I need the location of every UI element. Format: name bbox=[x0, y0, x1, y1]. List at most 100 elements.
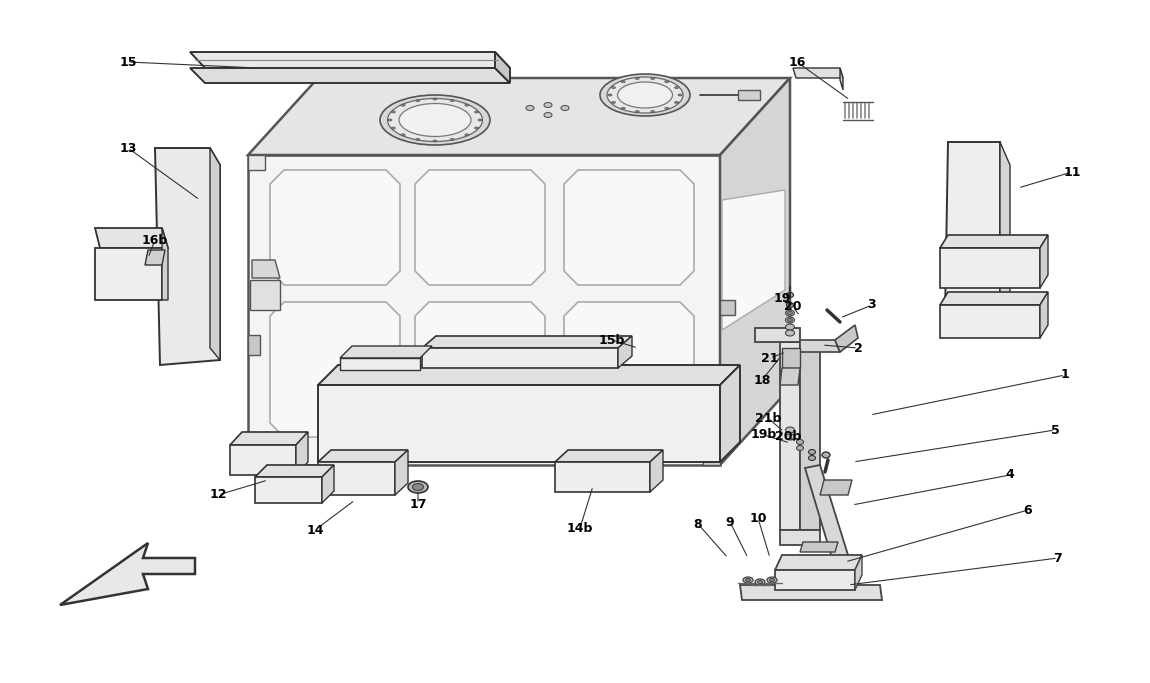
Polygon shape bbox=[494, 52, 509, 83]
Text: 17: 17 bbox=[409, 497, 427, 510]
Ellipse shape bbox=[401, 134, 405, 136]
Ellipse shape bbox=[743, 577, 753, 583]
Ellipse shape bbox=[675, 87, 678, 89]
Polygon shape bbox=[255, 477, 322, 503]
Polygon shape bbox=[720, 365, 739, 462]
Polygon shape bbox=[854, 555, 862, 590]
Ellipse shape bbox=[608, 94, 612, 96]
Ellipse shape bbox=[391, 111, 396, 113]
Text: 8: 8 bbox=[693, 518, 703, 531]
Text: 19: 19 bbox=[773, 292, 791, 305]
Ellipse shape bbox=[758, 581, 762, 583]
Polygon shape bbox=[800, 542, 838, 552]
Ellipse shape bbox=[465, 134, 469, 136]
Polygon shape bbox=[422, 348, 618, 368]
Ellipse shape bbox=[600, 74, 690, 116]
Polygon shape bbox=[720, 78, 790, 465]
Polygon shape bbox=[555, 450, 664, 462]
Ellipse shape bbox=[408, 481, 428, 493]
Text: 15: 15 bbox=[120, 55, 137, 68]
Ellipse shape bbox=[561, 105, 569, 111]
Ellipse shape bbox=[416, 139, 420, 141]
Polygon shape bbox=[252, 260, 279, 278]
Polygon shape bbox=[782, 348, 800, 368]
Polygon shape bbox=[835, 325, 858, 352]
Polygon shape bbox=[145, 250, 164, 265]
Ellipse shape bbox=[391, 127, 396, 129]
Polygon shape bbox=[564, 302, 693, 437]
Ellipse shape bbox=[767, 577, 777, 583]
Text: 3: 3 bbox=[868, 298, 876, 311]
Text: 19b: 19b bbox=[751, 428, 777, 441]
Polygon shape bbox=[319, 462, 394, 495]
Polygon shape bbox=[248, 155, 720, 465]
Text: 4: 4 bbox=[1005, 469, 1014, 482]
Text: 1: 1 bbox=[1060, 369, 1070, 382]
Polygon shape bbox=[793, 68, 843, 78]
Ellipse shape bbox=[651, 111, 654, 113]
Polygon shape bbox=[555, 462, 650, 492]
Polygon shape bbox=[250, 280, 279, 310]
Polygon shape bbox=[1040, 292, 1048, 338]
Ellipse shape bbox=[785, 330, 795, 336]
Polygon shape bbox=[340, 346, 432, 358]
Polygon shape bbox=[722, 190, 785, 330]
Polygon shape bbox=[780, 368, 800, 385]
Ellipse shape bbox=[413, 484, 423, 490]
Text: 7: 7 bbox=[1053, 551, 1063, 565]
Ellipse shape bbox=[450, 139, 454, 141]
Ellipse shape bbox=[822, 452, 830, 458]
Ellipse shape bbox=[678, 94, 682, 96]
Ellipse shape bbox=[399, 104, 471, 137]
Polygon shape bbox=[775, 555, 862, 570]
Polygon shape bbox=[255, 465, 334, 477]
Ellipse shape bbox=[797, 445, 804, 451]
Polygon shape bbox=[95, 228, 168, 248]
Text: 9: 9 bbox=[726, 516, 735, 529]
Ellipse shape bbox=[808, 456, 815, 460]
Polygon shape bbox=[415, 170, 545, 285]
Ellipse shape bbox=[475, 127, 478, 129]
Ellipse shape bbox=[785, 427, 795, 433]
Ellipse shape bbox=[787, 292, 793, 298]
Text: 5: 5 bbox=[1051, 423, 1059, 436]
Ellipse shape bbox=[478, 119, 482, 121]
Polygon shape bbox=[820, 480, 852, 495]
Ellipse shape bbox=[434, 140, 437, 142]
Polygon shape bbox=[756, 328, 800, 342]
Ellipse shape bbox=[785, 434, 795, 440]
Polygon shape bbox=[800, 340, 840, 352]
Text: 2: 2 bbox=[853, 342, 862, 354]
Polygon shape bbox=[1040, 235, 1048, 288]
Polygon shape bbox=[739, 585, 882, 600]
Polygon shape bbox=[940, 248, 1040, 288]
Polygon shape bbox=[394, 450, 408, 495]
Text: 14b: 14b bbox=[567, 522, 593, 535]
Polygon shape bbox=[190, 68, 509, 83]
Ellipse shape bbox=[612, 101, 615, 103]
Polygon shape bbox=[319, 450, 408, 462]
Polygon shape bbox=[340, 358, 420, 370]
Polygon shape bbox=[564, 170, 693, 285]
Ellipse shape bbox=[808, 449, 815, 454]
Polygon shape bbox=[248, 335, 260, 355]
Ellipse shape bbox=[621, 107, 626, 109]
Polygon shape bbox=[415, 302, 545, 437]
Polygon shape bbox=[738, 90, 760, 100]
Polygon shape bbox=[422, 336, 632, 348]
Polygon shape bbox=[618, 336, 633, 368]
Polygon shape bbox=[230, 432, 308, 445]
Ellipse shape bbox=[416, 100, 420, 102]
Ellipse shape bbox=[380, 95, 490, 145]
Polygon shape bbox=[780, 530, 820, 545]
Ellipse shape bbox=[621, 81, 626, 83]
Ellipse shape bbox=[544, 102, 552, 107]
Ellipse shape bbox=[785, 310, 795, 316]
Polygon shape bbox=[805, 465, 848, 558]
Ellipse shape bbox=[465, 104, 469, 106]
Ellipse shape bbox=[665, 107, 669, 109]
Polygon shape bbox=[60, 543, 196, 605]
Polygon shape bbox=[840, 68, 843, 90]
Polygon shape bbox=[270, 170, 400, 285]
Polygon shape bbox=[155, 148, 220, 365]
